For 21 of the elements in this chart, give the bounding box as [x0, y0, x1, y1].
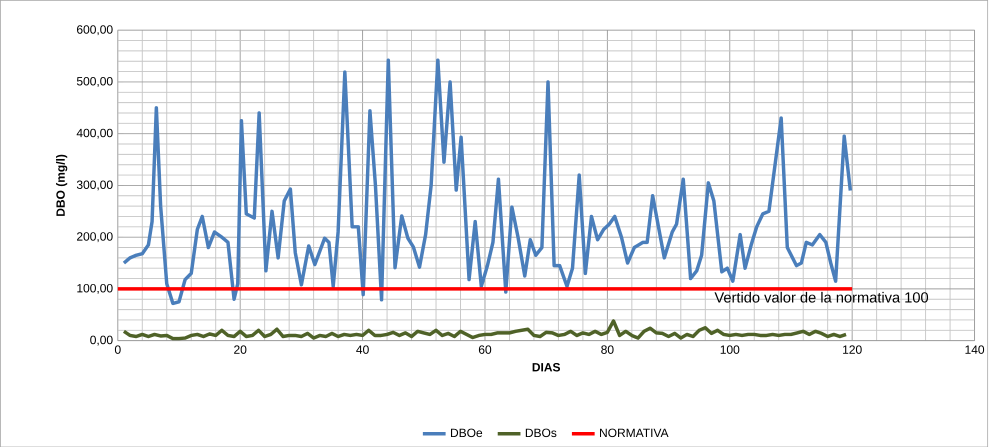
legend-label: NORMATIVA	[600, 428, 669, 437]
y-tick-label: 500,00	[76, 76, 113, 87]
annotation: Vertido valor de la normativa 100	[714, 292, 928, 302]
y-tick-label: 400,00	[76, 128, 113, 138]
x-tick-label: 60	[478, 345, 492, 354]
x-tick-label: 20	[234, 345, 246, 354]
x-tick-label: 40	[356, 345, 369, 354]
y-tick-label: 100,00	[77, 284, 113, 294]
y-tick-label: 200,00	[77, 232, 113, 242]
legend-label: DBOe	[450, 428, 482, 437]
x-tick-label: 80	[601, 345, 614, 354]
y-tick-label: 600,00	[77, 25, 113, 35]
x-tick-label: 120	[843, 345, 862, 354]
x-tick-label: 100	[720, 345, 740, 354]
x-axis-title: DIAS	[532, 362, 560, 372]
legend-label: DBOs	[526, 428, 556, 437]
x-tick-label: 0	[114, 345, 121, 354]
x-tick-label: 140	[965, 345, 984, 354]
y-tick-label: 300,00	[76, 180, 113, 190]
y-axis-title: DBO (mg/l)	[56, 154, 68, 216]
y-tick-label: 0,00	[90, 335, 113, 346]
